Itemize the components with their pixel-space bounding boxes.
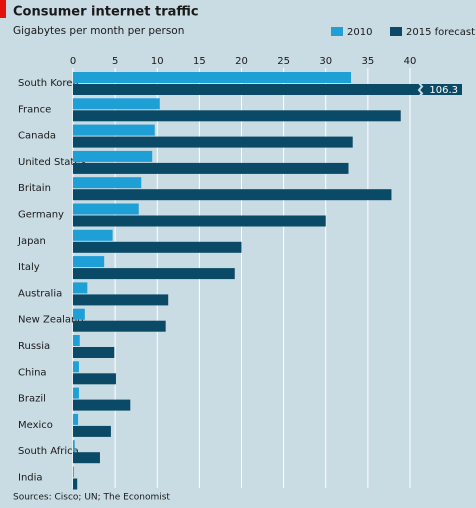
category-label: India bbox=[18, 473, 43, 484]
bar bbox=[73, 282, 88, 294]
axis-break bbox=[417, 82, 424, 97]
bar bbox=[73, 256, 105, 268]
category-label: Italy bbox=[18, 262, 40, 273]
bar bbox=[73, 452, 100, 464]
source: Sources: Cisco; UN; The Economist bbox=[13, 493, 170, 503]
value-label: 106.3 bbox=[429, 85, 458, 96]
x-tick-label: 20 bbox=[235, 56, 248, 67]
x-tick-label: 10 bbox=[151, 56, 164, 67]
chart-subtitle: Gigabytes per month per person bbox=[13, 25, 184, 37]
bar bbox=[73, 241, 242, 253]
legend-label: 2015 forecast bbox=[406, 27, 475, 38]
bar bbox=[73, 215, 326, 227]
bar bbox=[73, 399, 131, 411]
bar bbox=[73, 124, 155, 136]
category-label: Mexico bbox=[18, 420, 53, 431]
x-tick-label: 35 bbox=[362, 56, 375, 67]
bar bbox=[73, 72, 352, 83]
x-tick-label: 30 bbox=[319, 56, 332, 67]
chart-title: Consumer internet traffic bbox=[13, 5, 199, 20]
category-label: United States bbox=[18, 157, 86, 168]
bar bbox=[73, 361, 79, 373]
bar bbox=[73, 189, 392, 201]
bar bbox=[73, 425, 111, 437]
bar bbox=[73, 478, 78, 490]
bar bbox=[73, 150, 153, 162]
bar bbox=[73, 136, 353, 148]
bar bbox=[73, 177, 142, 189]
category-label: South Korea bbox=[18, 78, 79, 89]
bar bbox=[73, 387, 79, 399]
category-label: Canada bbox=[18, 131, 56, 142]
bar bbox=[73, 268, 235, 280]
bar bbox=[73, 84, 462, 95]
brand-tag bbox=[0, 0, 6, 18]
bar bbox=[73, 335, 80, 346]
category-label: Britain bbox=[18, 183, 51, 194]
category-label: South Africa bbox=[18, 446, 79, 457]
legend-swatch bbox=[331, 27, 343, 36]
bar bbox=[73, 440, 75, 452]
x-tick-label: 25 bbox=[277, 56, 290, 67]
bar bbox=[73, 294, 169, 306]
bar bbox=[73, 320, 166, 332]
x-tick-label: 5 bbox=[112, 56, 118, 67]
x-tick-label: 40 bbox=[404, 56, 417, 67]
bar bbox=[73, 229, 113, 241]
bar bbox=[73, 98, 160, 110]
category-label: Brazil bbox=[18, 394, 46, 405]
bar bbox=[73, 203, 139, 215]
bar bbox=[73, 162, 349, 174]
category-label: France bbox=[18, 104, 51, 115]
bar bbox=[73, 466, 74, 478]
legend-label: 2010 bbox=[347, 27, 372, 38]
bar bbox=[73, 347, 115, 358]
x-tick-label: 0 bbox=[70, 56, 76, 67]
category-label: Russia bbox=[18, 341, 50, 352]
bar bbox=[73, 373, 116, 385]
category-label: Japan bbox=[17, 236, 46, 247]
bar bbox=[73, 308, 85, 320]
category-label: Australia bbox=[18, 288, 62, 299]
category-label: New Zealand bbox=[18, 315, 84, 326]
category-label: China bbox=[18, 367, 47, 378]
x-tick-label: 15 bbox=[193, 56, 206, 67]
bar bbox=[73, 413, 79, 425]
bar bbox=[73, 110, 401, 122]
category-label: Germany bbox=[18, 210, 64, 221]
legend-swatch bbox=[390, 27, 402, 36]
